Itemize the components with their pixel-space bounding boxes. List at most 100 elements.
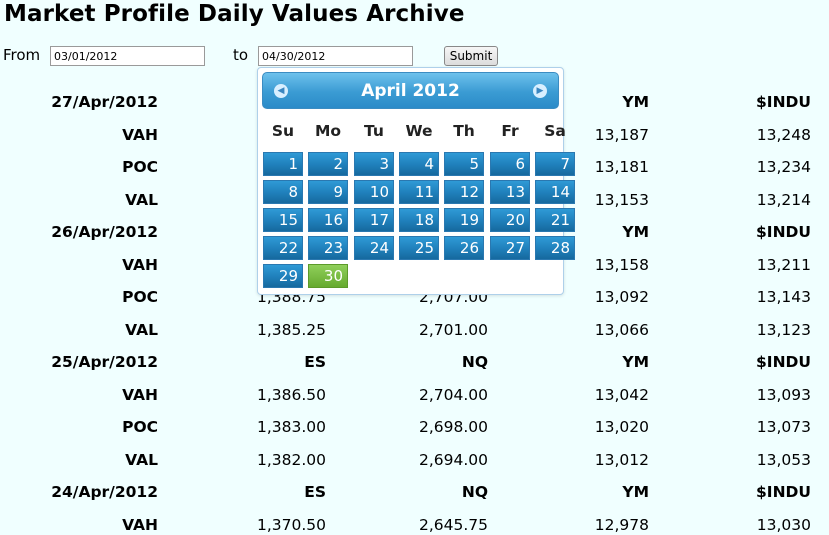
calendar-day[interactable]: 1 <box>263 152 303 176</box>
calendar-day[interactable]: 12 <box>444 180 484 204</box>
cell-indu: 13,234 <box>756 158 811 176</box>
row-label: POC <box>122 288 158 306</box>
calendar-day[interactable]: 18 <box>399 208 439 232</box>
cell-es: 1,386.50 <box>256 386 326 404</box>
calendar-day[interactable]: 17 <box>354 208 394 232</box>
calendar-day[interactable]: 16 <box>308 208 348 232</box>
calendar-day[interactable]: 14 <box>535 180 575 204</box>
cell-indu: 13,123 <box>756 321 811 339</box>
date-heading: 25/Apr/2012 <box>51 353 158 371</box>
column-header-es: ES <box>304 483 326 501</box>
calendar-day[interactable]: 28 <box>535 236 575 260</box>
calendar-day[interactable]: 8 <box>263 180 303 204</box>
cell-nq: 2,704.00 <box>418 386 488 404</box>
column-header-indu: $INDU <box>756 223 811 241</box>
cell-ym: 13,092 <box>594 288 649 306</box>
prev-arrow-icon[interactable]: ◀ <box>274 84 288 98</box>
cell-indu: 13,248 <box>756 126 811 144</box>
calendar-day[interactable]: 3 <box>354 152 394 176</box>
cell-indu: 13,030 <box>756 516 811 534</box>
next-arrow-icon[interactable]: ▶ <box>533 84 547 98</box>
column-header-ym: YM <box>622 483 649 501</box>
calendar-day[interactable]: 29 <box>263 264 303 288</box>
calendar-day[interactable]: 7 <box>535 152 575 176</box>
column-header-indu: $INDU <box>756 93 811 111</box>
row-label: VAH <box>122 386 158 404</box>
cell-indu: 13,211 <box>756 256 811 274</box>
cell-ym: 12,978 <box>594 516 649 534</box>
calendar-day[interactable]: 25 <box>399 236 439 260</box>
cell-indu: 13,093 <box>756 386 811 404</box>
page-title: Market Profile Daily Values Archive <box>4 1 465 27</box>
row-label: POC <box>122 158 158 176</box>
column-header-es: ES <box>304 353 326 371</box>
column-header-ym: YM <box>622 353 649 371</box>
cell-indu: 13,053 <box>756 451 811 469</box>
calendar-day[interactable]: 5 <box>444 152 484 176</box>
to-date-input[interactable] <box>258 46 413 66</box>
weekday-header: Su <box>271 122 295 140</box>
weekday-header: Th <box>453 122 475 140</box>
calendar-day[interactable]: 6 <box>490 152 530 176</box>
cell-indu: 13,214 <box>756 191 811 209</box>
calendar-day[interactable]: 4 <box>399 152 439 176</box>
datepicker: ◀ April 2012 ▶ Su Mo Tu We Th Fr Sa 1 2 3 4 5 6 7 8 9 10… <box>257 67 575 295</box>
calendar-day[interactable]: 27 <box>490 236 530 260</box>
column-header-nq: NQ <box>461 353 488 371</box>
calendar-day[interactable]: 2 <box>308 152 348 176</box>
cell-ym: 13,158 <box>594 256 649 274</box>
date-heading: 27/Apr/2012 <box>51 93 158 111</box>
row-label: VAL <box>125 321 158 339</box>
row-label: POC <box>122 418 158 436</box>
calendar-day[interactable]: 22 <box>263 236 303 260</box>
cell-ym: 13,042 <box>594 386 649 404</box>
cell-nq: 2,694.00 <box>418 451 488 469</box>
cell-ym: 13,066 <box>594 321 649 339</box>
submit-button[interactable]: Submit <box>444 46 498 66</box>
column-header-indu: $INDU <box>756 483 811 501</box>
calendar-day[interactable]: 20 <box>490 208 530 232</box>
to-label: to <box>233 46 249 64</box>
cell-nq: 2,701.00 <box>418 321 488 339</box>
row-label: VAL <box>125 451 158 469</box>
cell-es: 1,383.00 <box>256 418 326 436</box>
from-date-input[interactable] <box>50 46 205 66</box>
column-header-nq: NQ <box>461 483 488 501</box>
weekday-header: We <box>405 122 433 140</box>
date-heading: 26/Apr/2012 <box>51 223 158 241</box>
row-label: VAH <box>122 516 158 534</box>
weekday-header: Sa <box>544 122 566 140</box>
calendar-day[interactable]: 19 <box>444 208 484 232</box>
calendar-day[interactable]: 9 <box>308 180 348 204</box>
row-label: VAH <box>122 256 158 274</box>
date-heading: 24/Apr/2012 <box>51 483 158 501</box>
column-header-indu: $INDU <box>756 353 811 371</box>
cell-indu: 13,073 <box>756 418 811 436</box>
cell-indu: 13,143 <box>756 288 811 306</box>
from-label: From <box>3 46 41 64</box>
weekday-header: Tu <box>364 122 384 140</box>
calendar-day[interactable]: 11 <box>399 180 439 204</box>
calendar-day[interactable]: 10 <box>354 180 394 204</box>
datepicker-month-title: April 2012 <box>361 81 460 101</box>
cell-es: 1,370.50 <box>256 516 326 534</box>
column-header-ym: YM <box>622 93 649 111</box>
cell-nq: 2,698.00 <box>418 418 488 436</box>
weekday-header: Mo <box>314 122 342 140</box>
column-header-ym: YM <box>622 223 649 241</box>
calendar-day[interactable]: 21 <box>535 208 575 232</box>
row-label: VAH <box>122 126 158 144</box>
weekday-header: Fr <box>501 122 519 140</box>
calendar-day[interactable]: 15 <box>263 208 303 232</box>
cell-ym: 13,020 <box>594 418 649 436</box>
calendar-day[interactable]: 23 <box>308 236 348 260</box>
calendar-day-selected[interactable]: 30 <box>308 264 348 288</box>
calendar-day[interactable]: 13 <box>490 180 530 204</box>
calendar-day[interactable]: 26 <box>444 236 484 260</box>
cell-es: 1,385.25 <box>256 321 326 339</box>
cell-ym: 13,153 <box>594 191 649 209</box>
calendar-day[interactable]: 24 <box>354 236 394 260</box>
cell-ym: 13,181 <box>594 158 649 176</box>
datepicker-header: ◀ April 2012 ▶ <box>262 72 559 109</box>
row-label: VAL <box>125 191 158 209</box>
